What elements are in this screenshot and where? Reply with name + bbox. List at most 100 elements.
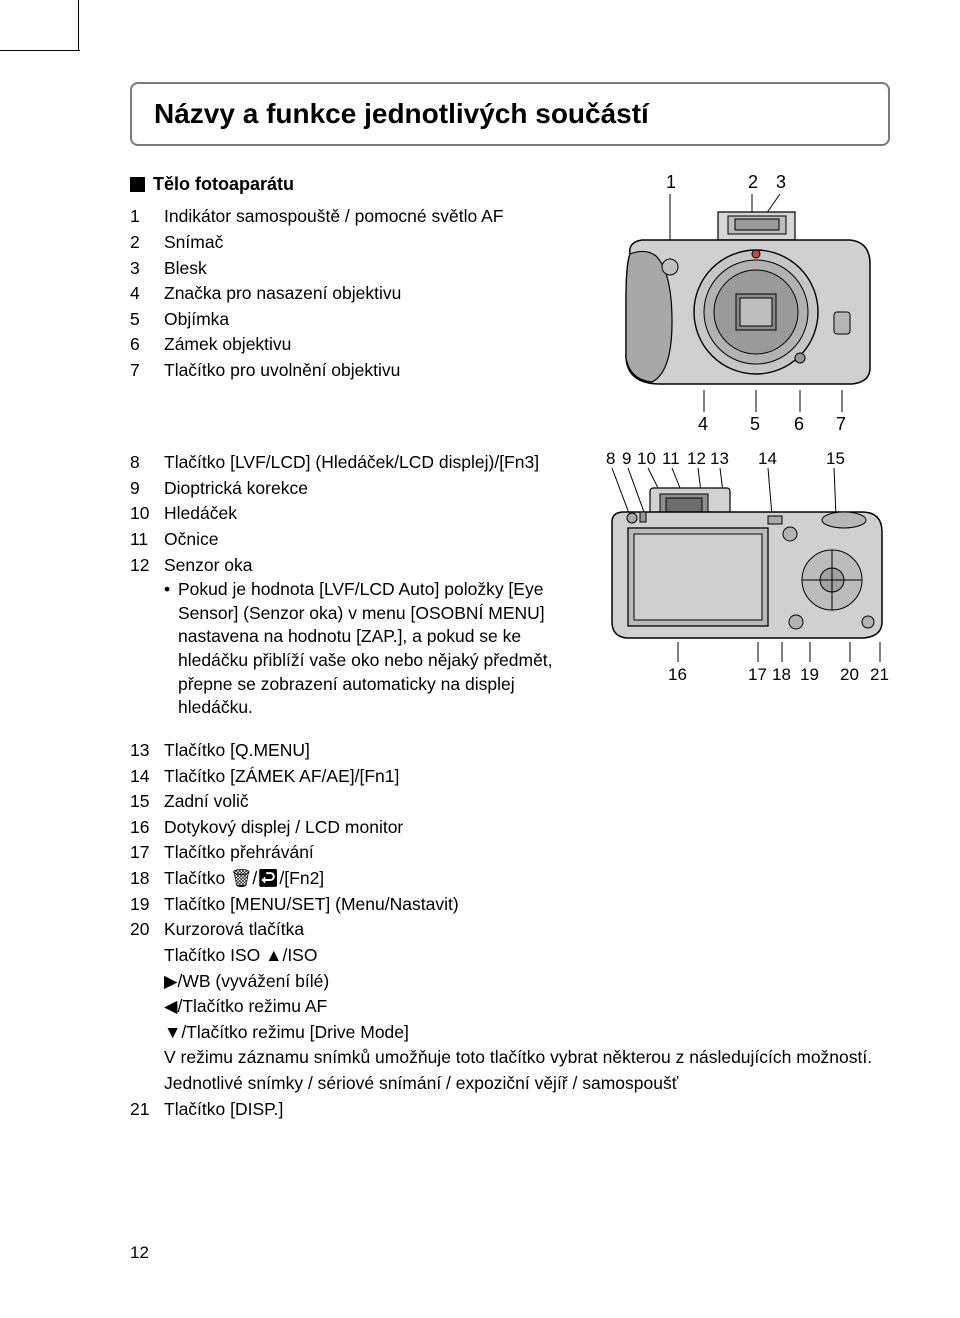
cursor-drive: ▼/Tlačítko režimu [Drive Mode] (164, 1020, 890, 1046)
svg-text:18: 18 (772, 665, 791, 684)
cursor-iso: Tlačítko ISO ▲/ISO (164, 943, 890, 969)
item-text: Zámek objektivu (164, 333, 570, 357)
list-block-2: 8Tlačítko [LVF/LCD] (Hledáček/LCD disple… (130, 450, 570, 578)
item-text: Objímka (164, 308, 570, 332)
item-text: Tlačítko přehrávání (164, 841, 890, 865)
item-text: Tlačítko 🗑/↩/[Fn2] (164, 867, 890, 891)
list-item: 17Tlačítko přehrávání (130, 840, 890, 866)
svg-text:10: 10 (637, 450, 656, 468)
item-number: 10 (130, 502, 164, 526)
list-block-1: 1Indikátor samospouště / pomocné světlo … (130, 204, 570, 383)
item-number: 6 (130, 333, 164, 357)
item-number: 19 (130, 893, 164, 917)
list-item: 11Očnice (130, 527, 570, 553)
fig1-label-7: 7 (836, 414, 846, 432)
list-item: 7Tlačítko pro uvolnění objektivu (130, 358, 570, 384)
item-number: 8 (130, 451, 164, 475)
cursor-wb: ▶/WB (vyvážení bílé) (164, 969, 890, 995)
list-item: 21Tlačítko [DISP.] (130, 1097, 890, 1123)
fig1-label-6: 6 (794, 414, 804, 432)
camera-body-front (626, 212, 870, 384)
item-number: 13 (130, 739, 164, 763)
svg-text:11: 11 (662, 450, 680, 468)
cursor-note-1: V režimu záznamu snímků umožňuje toto tl… (164, 1045, 890, 1071)
list-item: 12Senzor oka (130, 553, 570, 579)
item-number: 2 (130, 231, 164, 255)
item-text: Hledáček (164, 502, 570, 526)
item-number: 4 (130, 282, 164, 306)
item-number: 21 (130, 1098, 164, 1122)
item-number: 5 (130, 308, 164, 332)
fig1-label-2: 2 (748, 172, 758, 192)
item-text: Blesk (164, 257, 570, 281)
page-container: Názvy a funkce jednotlivých součástí Těl… (0, 0, 960, 1318)
item-text: Indikátor samospouště / pomocné světlo A… (164, 205, 570, 229)
svg-text:15: 15 (826, 450, 845, 468)
fig1-label-4: 4 (698, 414, 708, 432)
block-1-text: Tělo fotoaparátu 1Indikátor samospouště … (130, 172, 570, 432)
item-text: Zadní volič (164, 790, 890, 814)
camera-front-figure: 1 2 3 (600, 172, 880, 432)
item-number: 16 (130, 816, 164, 840)
list-item: 15Zadní volič (130, 789, 890, 815)
list-item: 4Značka pro nasazení objektivu (130, 281, 570, 307)
page-title-box: Názvy a funkce jednotlivých součástí (130, 82, 890, 146)
figure-1-container: 1 2 3 (590, 172, 890, 432)
item-text: Kurzorová tlačítka (164, 918, 890, 942)
list-item: 18Tlačítko 🗑/↩/[Fn2] (130, 866, 890, 892)
list-item: 3Blesk (130, 256, 570, 282)
list-item: 5Objímka (130, 307, 570, 333)
item-text: Tlačítko [LVF/LCD] (Hledáček/LCD displej… (164, 451, 570, 475)
fig1-label-1: 1 (666, 172, 676, 192)
item-number: 17 (130, 841, 164, 865)
list-block-3: 13Tlačítko [Q.MENU] 14Tlačítko [ZÁMEK AF… (130, 738, 890, 943)
item-text: Dioptrická korekce (164, 477, 570, 501)
block-2-text: 8Tlačítko [LVF/LCD] (Hledáček/LCD disple… (130, 450, 570, 720)
item-number: 9 (130, 477, 164, 501)
svg-text:21: 21 (870, 665, 889, 684)
list-item: 14Tlačítko [ZÁMEK AF/AE]/[Fn1] (130, 764, 890, 790)
figure-2-container: 8 9 10 11 12 13 14 15 (590, 450, 890, 720)
list-item-21: 21Tlačítko [DISP.] (130, 1097, 890, 1123)
item-12-note: Pokud je hodnota [LVF/LCD Auto] položky … (164, 578, 570, 720)
list-item: 16Dotykový displej / LCD monitor (130, 815, 890, 841)
list-item: 6Zámek objektivu (130, 332, 570, 358)
list-item: 8Tlačítko [LVF/LCD] (Hledáček/LCD disple… (130, 450, 570, 476)
page-title: Názvy a funkce jednotlivých součástí (154, 98, 866, 130)
svg-text:16: 16 (668, 665, 687, 684)
cursor-note-2: Jednotlivé snímky / sériové snímání / ex… (164, 1071, 890, 1097)
svg-text:20: 20 (840, 665, 859, 684)
item-text: Tlačítko [ZÁMEK AF/AE]/[Fn1] (164, 765, 890, 789)
list-item: 1Indikátor samospouště / pomocné světlo … (130, 204, 570, 230)
item-text: Tlačítko [MENU/SET] (Menu/Nastavit) (164, 893, 890, 917)
item-text: Dotykový displej / LCD monitor (164, 816, 890, 840)
list-item: 13Tlačítko [Q.MENU] (130, 738, 890, 764)
cursor-af: ◀/Tlačítko režimu AF (164, 994, 890, 1020)
square-bullet-icon (130, 177, 145, 192)
svg-text:9: 9 (622, 450, 631, 468)
list-item: 2Snímač (130, 230, 570, 256)
item-text: Senzor oka (164, 554, 570, 578)
item-text: Očnice (164, 528, 570, 552)
item-number: 12 (130, 554, 164, 578)
cursor-sublist: Tlačítko ISO ▲/ISO ▶/WB (vyvážení bílé) … (130, 943, 890, 1097)
item-text: Tlačítko [Q.MENU] (164, 739, 890, 763)
item-text: Tlačítko pro uvolnění objektivu (164, 359, 570, 383)
list-item: 19Tlačítko [MENU/SET] (Menu/Nastavit) (130, 892, 890, 918)
svg-text:8: 8 (606, 450, 615, 468)
item-number: 3 (130, 257, 164, 281)
svg-text:19: 19 (800, 665, 819, 684)
block-1: Tělo fotoaparátu 1Indikátor samospouště … (130, 172, 890, 432)
block-3-text: 13Tlačítko [Q.MENU] 14Tlačítko [ZÁMEK AF… (130, 738, 890, 1122)
item-number: 1 (130, 205, 164, 229)
camera-rear-figure: 8 9 10 11 12 13 14 15 (600, 450, 880, 690)
item-number: 7 (130, 359, 164, 383)
list-item: 9Dioptrická korekce (130, 476, 570, 502)
svg-text:13: 13 (710, 450, 729, 468)
item-number: 20 (130, 918, 164, 942)
item-number: 14 (130, 765, 164, 789)
svg-text:14: 14 (758, 450, 777, 468)
svg-text:12: 12 (687, 450, 706, 468)
fig1-label-5: 5 (750, 414, 760, 432)
item-text: Tlačítko [DISP.] (164, 1098, 890, 1122)
